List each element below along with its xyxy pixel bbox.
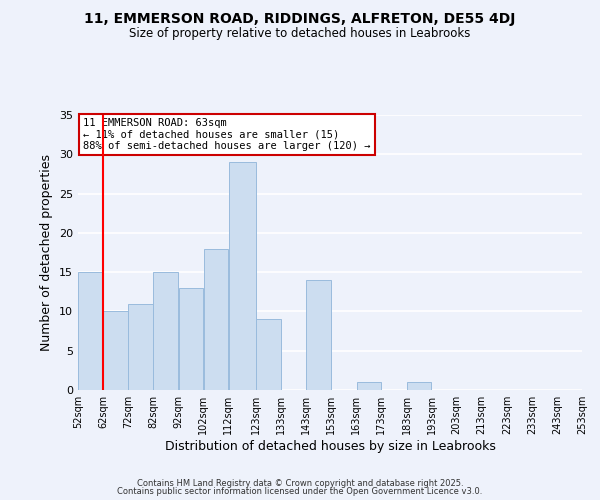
Bar [407,382,431,390]
Bar [256,320,281,390]
Bar [103,312,128,390]
Bar [356,382,381,390]
Text: 11 EMMERSON ROAD: 63sqm
← 11% of detached houses are smaller (15)
88% of semi-de: 11 EMMERSON ROAD: 63sqm ← 11% of detache… [83,118,371,151]
Y-axis label: Number of detached properties: Number of detached properties [40,154,53,351]
Bar [78,272,103,390]
Text: 11, EMMERSON ROAD, RIDDINGS, ALFRETON, DE55 4DJ: 11, EMMERSON ROAD, RIDDINGS, ALFRETON, D… [85,12,515,26]
Bar [203,248,228,390]
Bar [154,272,178,390]
Text: Size of property relative to detached houses in Leabrooks: Size of property relative to detached ho… [130,28,470,40]
Bar [307,280,331,390]
Text: Contains public sector information licensed under the Open Government Licence v3: Contains public sector information licen… [118,487,482,496]
Bar [128,304,153,390]
Bar [229,162,256,390]
Bar [179,288,203,390]
X-axis label: Distribution of detached houses by size in Leabrooks: Distribution of detached houses by size … [164,440,496,453]
Text: Contains HM Land Registry data © Crown copyright and database right 2025.: Contains HM Land Registry data © Crown c… [137,478,463,488]
